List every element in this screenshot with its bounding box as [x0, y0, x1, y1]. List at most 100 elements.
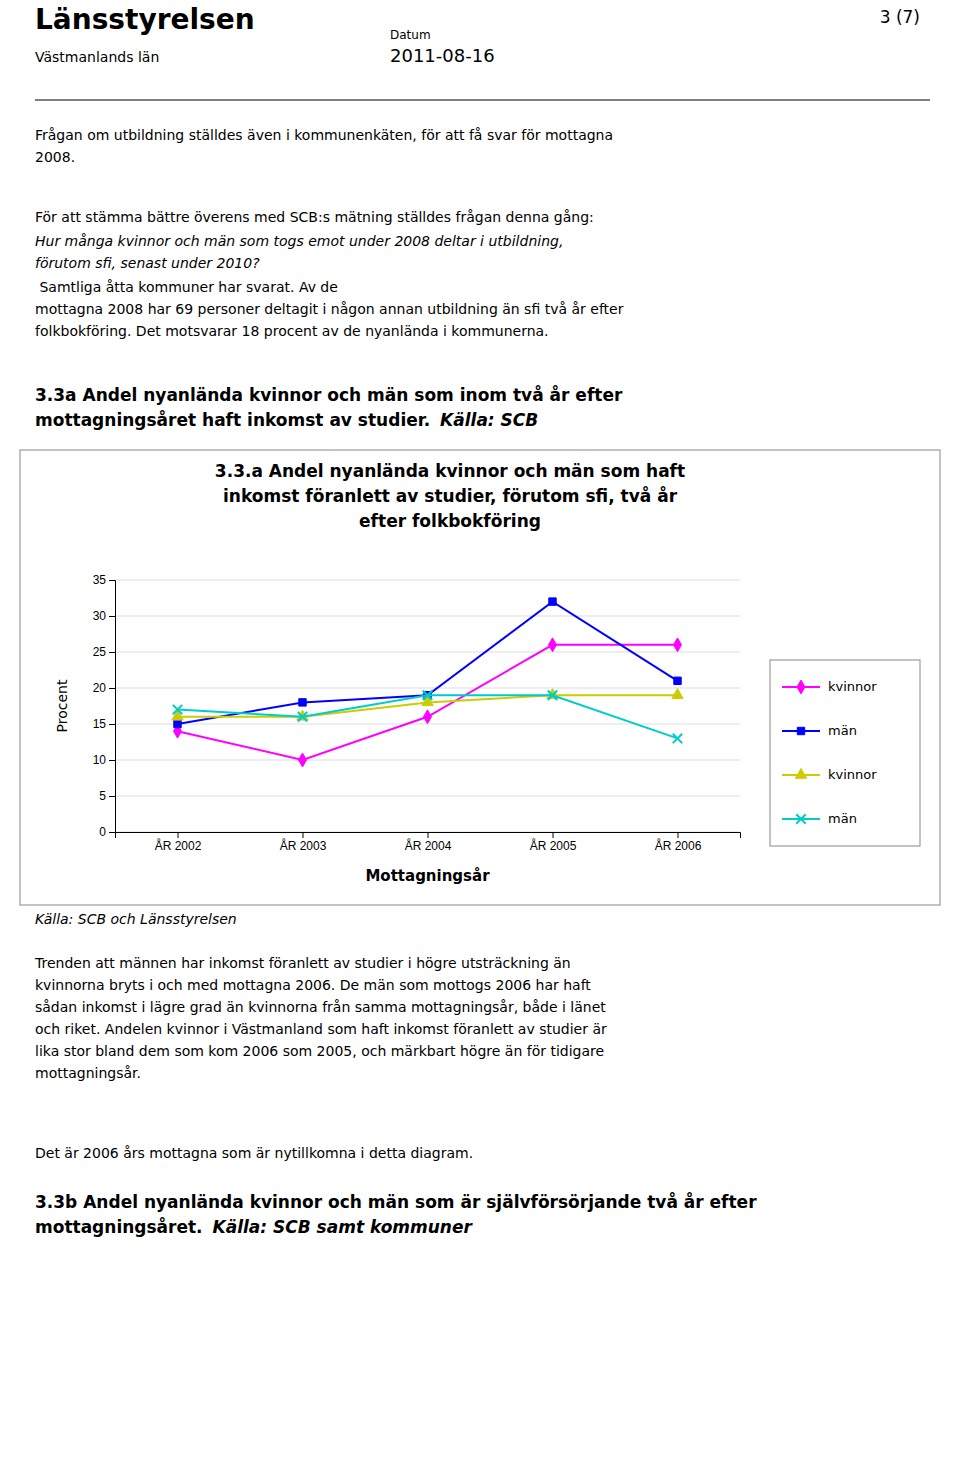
point	[549, 598, 556, 605]
chart-title-line: 3.3.a Andel nyanlända kvinnor och män so…	[215, 461, 685, 481]
y-tick-mark	[109, 832, 115, 833]
header-rule	[35, 100, 930, 101]
header-datum: 2011-08-16	[390, 45, 495, 66]
series-line	[178, 695, 678, 738]
page: LänsstyrelsenVästmanlands län3 (7)Datum2…	[0, 0, 960, 1465]
paragraph-line: kvinnorna bryts i och med mottagna 2006.…	[35, 977, 591, 993]
y-tick: 5	[99, 789, 115, 803]
header-subtitle: Västmanlands län	[35, 49, 159, 65]
x-tick-mark	[303, 832, 304, 838]
point	[298, 712, 307, 721]
legend-item: män	[782, 723, 857, 738]
grid-line	[115, 688, 740, 689]
paragraph: För att stämma bättre överens med SCB:s …	[35, 209, 594, 225]
grid-line	[115, 580, 740, 581]
paragraph-line: och riket. Andelen kvinnor i Västmanland…	[35, 1021, 607, 1037]
legend-swatch-marker	[796, 814, 805, 823]
legend-item: kvinnor	[782, 767, 877, 782]
point	[299, 699, 306, 706]
x-tick-label: ÅR 2005	[530, 838, 577, 853]
y-tick-label: 15	[93, 717, 107, 731]
y-tick-label: 10	[93, 753, 107, 767]
series-group	[172, 598, 683, 767]
x-tick-label: ÅR 2006	[655, 838, 702, 853]
legend-swatch-marker	[797, 680, 805, 694]
x-axis-line	[116, 833, 741, 839]
series	[173, 690, 682, 743]
x-tick-mark	[553, 832, 554, 838]
section-heading-line: 3.3a Andel nyanlända kvinnor och män som…	[35, 384, 623, 405]
legend-label: män	[828, 811, 857, 826]
header-datum-label-line: Datum	[390, 28, 431, 42]
paragraph-line: 2008.	[35, 149, 75, 165]
paragraph-italic: Hur många kvinnor och män som togs emot …	[35, 233, 563, 271]
header-datum-label: Datum	[390, 28, 431, 42]
section-heading-source-line: Källa: SCB samt kommuner	[213, 1217, 474, 1237]
point	[549, 638, 557, 652]
y-tick: 35	[93, 573, 115, 587]
point	[672, 689, 683, 699]
legend-swatch-marker	[797, 727, 804, 734]
paragraph-line: folkbokföring. Det motsvarar 18 procent …	[35, 323, 549, 339]
header-title: Länsstyrelsen	[35, 3, 255, 36]
x-tick-label: ÅR 2002	[155, 838, 202, 853]
section-heading-line: 3.3b Andel nyanlända kvinnor och män som…	[35, 1191, 757, 1212]
section-heading-source-line: Källa: SCB	[440, 410, 538, 430]
paragraph: Frågan om utbildning ställdes även i kom…	[35, 127, 613, 165]
plot: 05101520253035ÅR 2002ÅR 2003ÅR 2004ÅR 20…	[93, 573, 741, 852]
y-tick: 15	[93, 717, 115, 731]
paragraph-italic-line: förutom sfi, senast under 2010?	[35, 255, 260, 271]
x-tick-mark	[178, 832, 179, 838]
paragraph-line: mottagna 2008 har 69 personer deltagit i…	[35, 301, 624, 317]
y-axis: 05101520253035	[93, 573, 116, 839]
header-title-line: Länsstyrelsen	[35, 3, 255, 36]
y-tick-mark	[109, 724, 115, 725]
source-line: Källa: SCB och Länsstyrelsen	[35, 911, 237, 927]
paragraph-italic-line: Hur många kvinnor och män som togs emot …	[35, 233, 563, 249]
point	[673, 734, 682, 743]
y-tick: 10	[93, 753, 115, 767]
paragraph-line: Det är 2006 års mottagna som är nytillko…	[35, 1145, 473, 1161]
point	[172, 710, 183, 720]
x-tick-label: ÅR 2003	[280, 838, 327, 853]
legend-label: kvinnor	[828, 679, 877, 694]
grid	[115, 580, 740, 832]
point	[173, 705, 182, 714]
y-tick-label: 0	[99, 825, 106, 839]
y-tick: 30	[93, 609, 115, 623]
x-tick: ÅR 2004	[405, 832, 452, 853]
point	[174, 720, 181, 727]
paragraph: Trenden att männen har inkomst föranlett…	[34, 955, 607, 1081]
paragraph-line: Samtliga åtta kommuner har svarat. Av de	[35, 279, 338, 295]
x-axis-title: Mottagningsår	[365, 867, 490, 885]
legend-item: kvinnor	[782, 679, 877, 694]
y-tick-mark	[109, 616, 115, 617]
source: Källa: SCB och Länsstyrelsen	[35, 911, 237, 927]
y-tick-label: 30	[93, 609, 107, 623]
x-tick: ÅR 2002	[155, 832, 202, 853]
legend-label: kvinnor	[828, 767, 877, 782]
y-tick-mark	[109, 760, 115, 761]
point	[674, 677, 681, 684]
legend-label: män	[828, 723, 857, 738]
chart-frame	[20, 450, 940, 905]
grid-line	[115, 760, 740, 761]
y-tick: 20	[93, 681, 115, 695]
y-tick: 0	[99, 825, 115, 839]
chart-title: 3.3.a Andel nyanlända kvinnor och män so…	[215, 461, 685, 531]
grid-line	[115, 652, 740, 653]
x-tick-label: ÅR 2004	[405, 838, 452, 853]
legend-item: män	[782, 811, 857, 826]
x-tick-mark	[678, 832, 679, 838]
x-tick: ÅR 2006	[655, 832, 702, 853]
series-line	[178, 645, 678, 760]
series	[172, 689, 683, 720]
y-tick-mark	[109, 580, 115, 581]
y-axis-title: Procent	[54, 679, 70, 732]
section-heading-line: mottagningsåret haft inkomst av studier.	[35, 409, 436, 430]
point	[674, 638, 682, 652]
chart-title-line: efter folkbokföring	[359, 511, 541, 531]
legend-swatch-marker	[795, 768, 806, 778]
point	[424, 710, 432, 724]
x-axis: ÅR 2002 ÅR 2003 ÅR 2004 ÅR 2005 ÅR 2006	[116, 832, 741, 853]
